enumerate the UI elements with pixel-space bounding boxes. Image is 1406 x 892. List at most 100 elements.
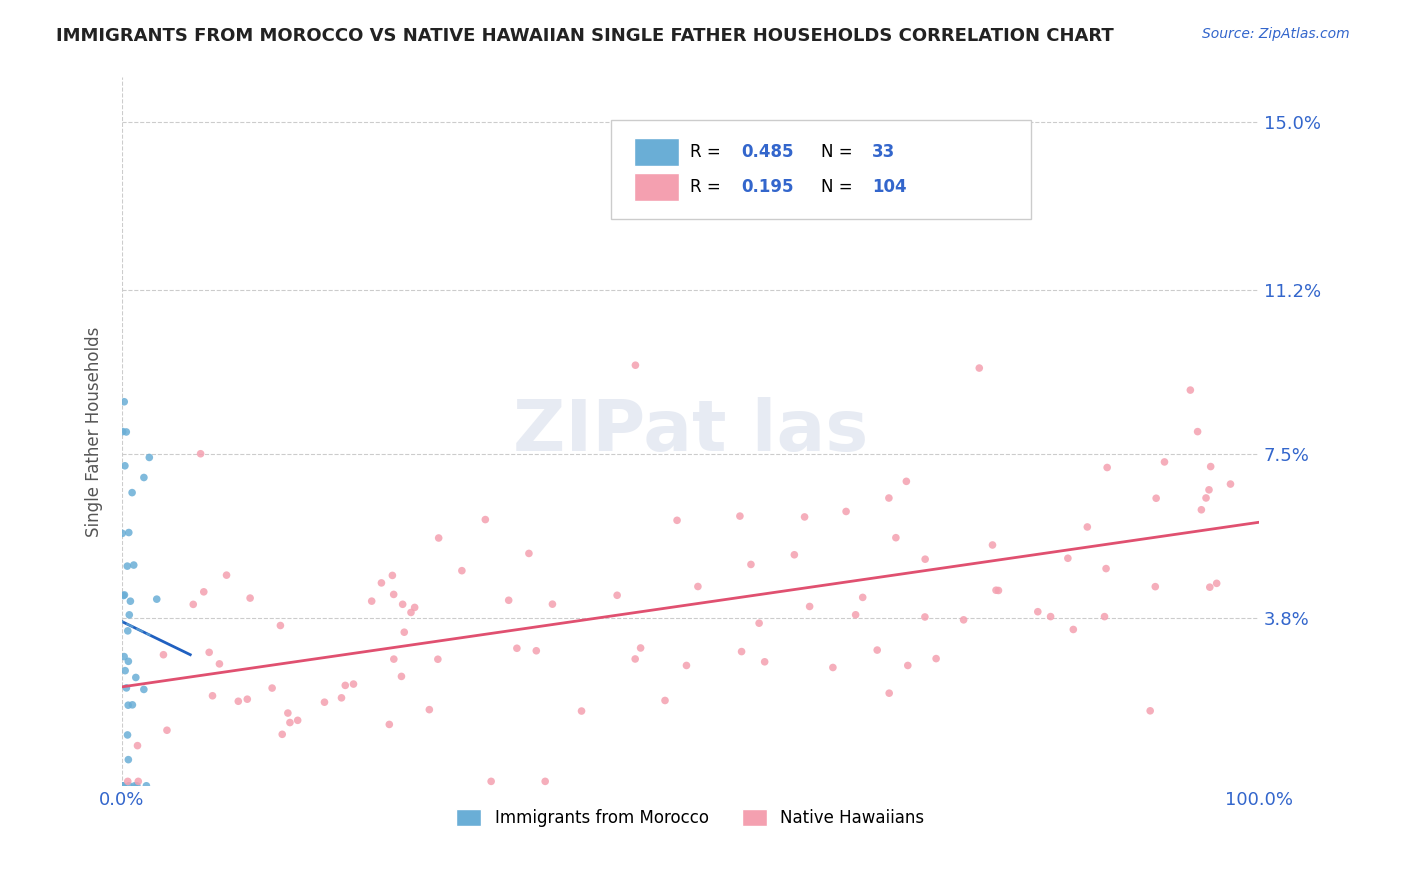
Point — [866, 643, 889, 657]
Point — [122, 558, 145, 572]
Point — [226, 694, 249, 708]
Point — [426, 652, 449, 666]
Point — [198, 645, 221, 659]
Point — [127, 739, 149, 753]
Point — [335, 678, 357, 692]
Point — [135, 779, 157, 793]
Point — [571, 704, 593, 718]
Point — [952, 613, 974, 627]
Point — [987, 583, 1010, 598]
Point — [748, 616, 770, 631]
Text: 33: 33 — [872, 143, 896, 161]
Point — [145, 592, 167, 607]
Point — [114, 664, 136, 678]
Point — [378, 717, 401, 731]
Point — [112, 394, 135, 409]
Point — [427, 531, 450, 545]
Bar — [634, 137, 679, 166]
Point — [121, 485, 143, 500]
Text: N =: N = — [821, 143, 858, 161]
Point — [399, 606, 422, 620]
Point — [120, 594, 142, 608]
Text: R =: R = — [690, 178, 727, 196]
Text: 0.195: 0.195 — [741, 178, 794, 196]
Point — [111, 526, 134, 541]
Point — [125, 671, 148, 685]
Point — [1198, 580, 1220, 594]
Point — [342, 677, 364, 691]
Point — [1195, 491, 1218, 505]
Point — [117, 698, 139, 713]
Point — [1062, 623, 1084, 637]
Point — [793, 510, 815, 524]
Point — [506, 641, 529, 656]
Point — [239, 591, 262, 606]
Point — [1144, 580, 1167, 594]
Point — [152, 648, 174, 662]
Point — [877, 686, 900, 700]
Point — [330, 690, 353, 705]
Point — [981, 538, 1004, 552]
Point — [112, 649, 135, 664]
Point — [115, 681, 138, 695]
Point — [534, 774, 557, 789]
Point — [117, 728, 139, 742]
Point — [111, 779, 134, 793]
Point — [666, 513, 689, 527]
Text: ZIPat las: ZIPat las — [513, 397, 868, 467]
Point — [654, 693, 676, 707]
Point — [524, 644, 547, 658]
Point — [112, 589, 135, 603]
Point — [541, 597, 564, 611]
Point — [277, 706, 299, 720]
Point — [1057, 551, 1080, 566]
Point — [360, 594, 382, 608]
Point — [215, 568, 238, 582]
Point — [127, 774, 149, 789]
Point — [897, 658, 920, 673]
Point — [740, 558, 762, 572]
Point — [630, 640, 652, 655]
Point — [181, 598, 204, 612]
Point — [984, 583, 1007, 598]
Point — [1139, 704, 1161, 718]
Point — [451, 564, 474, 578]
Point — [115, 425, 138, 439]
Point — [914, 552, 936, 566]
Point — [835, 504, 858, 518]
Point — [382, 587, 405, 601]
Point — [117, 624, 139, 638]
Point — [517, 546, 540, 560]
Point — [394, 625, 416, 640]
Point — [479, 774, 502, 789]
Point — [896, 475, 918, 489]
Point — [391, 669, 413, 683]
Point — [117, 774, 139, 789]
Text: N =: N = — [821, 178, 858, 196]
Text: R =: R = — [690, 143, 727, 161]
Point — [821, 660, 844, 674]
Point — [201, 689, 224, 703]
Point — [1180, 383, 1202, 397]
Point — [1187, 425, 1209, 439]
Point — [730, 644, 752, 658]
Point — [925, 651, 948, 665]
Point — [125, 779, 148, 793]
Point — [1095, 460, 1118, 475]
Point — [624, 358, 647, 372]
Point — [208, 657, 231, 671]
Point — [624, 652, 647, 666]
Point — [1094, 609, 1116, 624]
Text: 104: 104 — [872, 178, 907, 196]
Point — [728, 509, 751, 524]
Point — [124, 779, 146, 793]
FancyBboxPatch shape — [610, 120, 1032, 219]
Point — [112, 588, 135, 602]
Bar — [634, 173, 679, 202]
Point — [278, 715, 301, 730]
Point — [370, 575, 392, 590]
Point — [114, 458, 136, 473]
Point — [111, 779, 134, 793]
Point — [884, 531, 907, 545]
Point — [382, 652, 405, 666]
